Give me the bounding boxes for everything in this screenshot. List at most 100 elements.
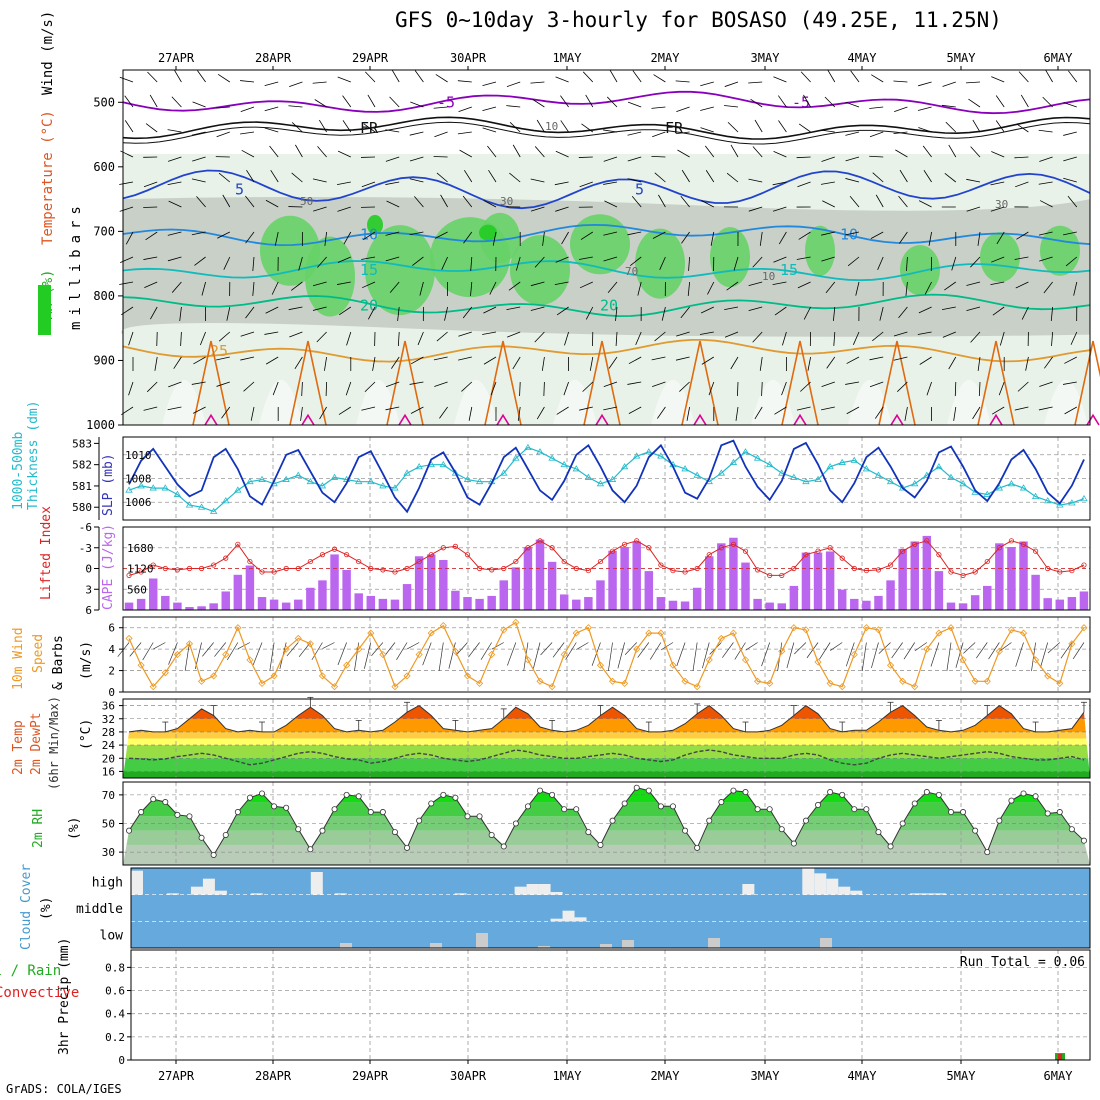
cloud-bar-high [131,870,143,895]
wind-barb [1016,231,1029,240]
wind-barb [245,306,255,319]
wind-barb [972,406,981,420]
wind-barb [488,169,497,183]
wind-barb [990,181,1005,186]
cape-bar [934,571,944,610]
precip-frame [130,949,1091,1061]
rh2m-point [863,806,870,813]
wind-barb [966,81,981,84]
wind-barb [803,94,811,108]
rh2m-point [234,809,241,816]
wind-barb [824,96,836,108]
wind-barb [966,206,981,212]
cape-bar [124,602,134,610]
li-point [887,562,894,568]
rh2m-point [561,806,568,813]
wind-barb [603,231,618,236]
wind-barb [918,306,932,314]
wind-barb [462,306,473,319]
rh-moist-area-7 [635,228,685,299]
thickness-tick-label-581: 581 [72,480,92,493]
li-point [489,567,495,573]
wind-barb [391,356,400,369]
rh-moist-area-8 [710,227,750,288]
wind-barb [436,331,448,342]
temp-tick-label-36: 36 [102,700,115,713]
wind-barb [781,381,787,396]
wind-barb [223,256,231,270]
cape-bar [983,585,992,610]
wind-speed-point [463,672,472,680]
surface-wind-barb [448,642,456,669]
rh-moist-area-2 [365,225,435,316]
wind-axis-label-3: & Barbs [51,635,66,690]
wind-barb [519,381,521,397]
cape-bar [1043,598,1052,610]
li-point [900,548,906,554]
top-date-label-1: 28APR [255,51,292,65]
wind-barb [192,156,206,162]
wind-barb [168,381,182,388]
wind-barb [363,231,376,240]
wind-barb [1043,281,1053,294]
wind-barb [632,70,642,83]
wind-barb [530,178,545,183]
wind-barb [895,149,908,158]
thickness-point [729,458,738,465]
rh2m-point [778,826,785,833]
surface-wind-barb [806,642,819,659]
hot-peak-5 [693,413,707,426]
wind-barb [433,106,448,109]
cloud-bar-high [910,893,923,895]
thickness-point [620,463,629,470]
wind-barb [1063,156,1077,162]
li-point [404,565,410,572]
wind-barb [409,381,424,385]
wind-barb [579,406,593,411]
wind-barb [654,331,666,342]
wind-barb [869,155,884,158]
li-point [344,552,350,558]
wind-barb [582,71,594,83]
wind-barb [417,331,424,346]
wind-speed-point [258,679,266,687]
wind-barb [1051,331,1053,346]
wind-barb [687,281,690,296]
top-date-label-2: 29APR [352,51,389,65]
wind-barb [1044,356,1053,369]
wind-barb [289,331,303,338]
wind-barb [782,331,787,346]
rh2m-point [150,796,157,803]
wind-barb [385,156,400,162]
wind-barb [942,331,956,338]
li-point [211,562,217,568]
surface-wind-barb [676,642,686,667]
wind-barb [942,81,956,87]
wind-barb [661,306,666,321]
wind-barb [675,356,690,361]
wind-barb [700,81,714,87]
surface-wind-barb [214,642,227,657]
rh2m-tick-label-70: 70 [102,789,115,802]
wind-barb [893,356,908,361]
rh2m-point [512,820,519,827]
li-tick-label-6: 6 [85,604,92,617]
thickness-point [693,471,701,478]
wind-barb [750,98,763,108]
wind-barb [992,306,1005,316]
wind-barb [167,231,182,236]
li-point [501,565,507,572]
wind-barb [490,381,497,396]
wind-barb [869,381,884,388]
thickness-point [862,465,871,472]
wind-barb [966,178,981,183]
wind-barb [301,381,303,397]
wind-barb [252,256,255,271]
cape-bar [245,565,255,610]
wind-barb [240,331,255,337]
rh2m-axis-label: 2m RH [31,809,46,848]
li-point [960,572,966,579]
wind-barb [240,80,255,83]
temp-contour-label--5: -5 [437,93,455,111]
wind-barb [603,156,618,162]
